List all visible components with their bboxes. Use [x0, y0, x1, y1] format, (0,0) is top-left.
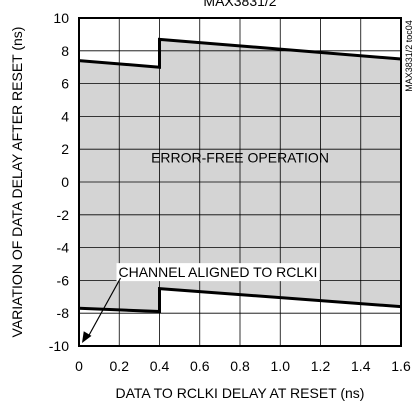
y-tick-label: -6 — [57, 272, 70, 288]
annotation-arrow — [87, 277, 122, 338]
figure-code: MAX3831/2 toc04 — [404, 20, 414, 92]
top-cropped-text: MAX3831/2 — [203, 0, 276, 9]
y-tick-label: 0 — [61, 174, 69, 190]
y-tick-label: 2 — [61, 141, 69, 157]
x-tick-label: 1.0 — [271, 358, 291, 374]
annotation-channel-aligned: CHANNEL ALIGNED TO RCLKI — [119, 264, 318, 280]
x-tick-label: 0 — [75, 358, 83, 374]
annotation-background — [116, 263, 320, 282]
upper-boundary-line — [78, 37, 402, 69]
y-tick-label: 10 — [53, 10, 69, 26]
y-tick-label: -4 — [57, 240, 70, 256]
x-tick-label: 0.2 — [110, 358, 130, 374]
y-tick-label: -2 — [57, 207, 70, 223]
lower-boundary-line — [78, 286, 402, 314]
x-tick-label: 0.6 — [190, 358, 210, 374]
y-tick-label: -10 — [49, 338, 69, 354]
y-tick-labels: 10 8 6 4 2 0 -2 -4 -6 -8 -10 — [49, 10, 69, 354]
x-tick-label: 1.6 — [391, 358, 411, 374]
y-tick-label: 8 — [61, 43, 69, 59]
x-tick-label: 1.2 — [311, 358, 331, 374]
y-tick-label: 6 — [61, 76, 69, 92]
annotation-arrowhead — [82, 331, 92, 343]
x-tick-labels: 0 0.2 0.4 0.6 0.8 1.0 1.2 1.4 1.6 — [75, 358, 411, 374]
x-tick-label: 1.4 — [351, 358, 371, 374]
y-tick-label: 4 — [61, 108, 69, 124]
y-axis-label: VARIATION OF DATA DELAY AFTER RESET (ns) — [9, 27, 25, 338]
x-axis-label: DATA TO RCLKI DELAY AT RESET (ns) — [116, 385, 365, 401]
x-tick-label: 0.4 — [150, 358, 170, 374]
y-tick-label: -8 — [57, 305, 70, 321]
plot-frame — [78, 17, 402, 347]
x-tick-label: 0.8 — [230, 358, 250, 374]
series-group — [78, 37, 402, 314]
region-label: ERROR-FREE OPERATION — [151, 149, 329, 165]
